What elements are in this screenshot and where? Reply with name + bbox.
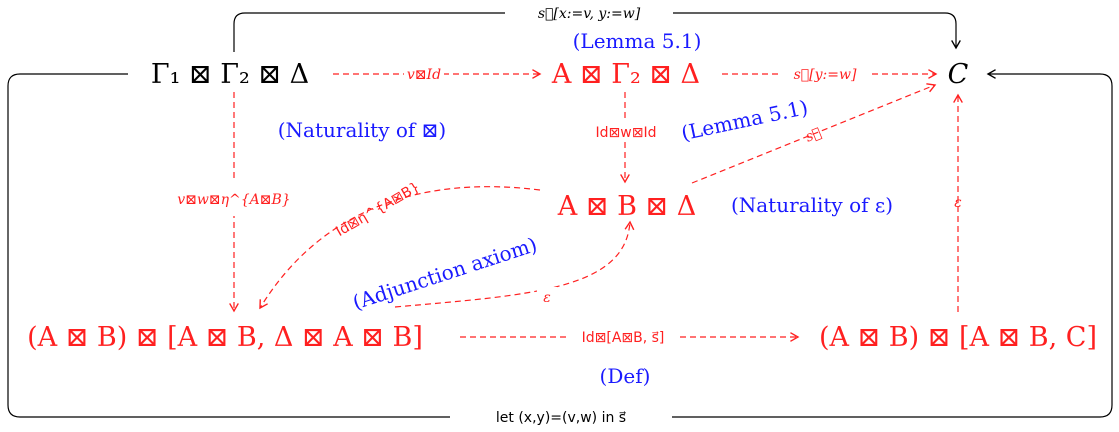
- bottom-loop-arrow: [7, 69, 1113, 418]
- node-mid: A ⊠ B ⊠ Δ: [557, 191, 696, 222]
- arrow-s-diag: [691, 83, 937, 184]
- label-s-yw: s⃗[y:=w]: [794, 67, 857, 83]
- node-bottom-right: (A ⊠ B) ⊠ [A ⊠ B, C]: [819, 322, 1097, 353]
- annotation-naturality-box: (Naturality of ⊠): [278, 118, 446, 142]
- node-top-left: Γ₁ ⊠ Γ₂ ⊠ Δ: [151, 59, 309, 90]
- node-C: C: [948, 59, 969, 90]
- annotation-lemma-diag: (Lemma 5.1): [679, 95, 810, 145]
- bottom-loop-label: let (x,y)=(v,w) in s⃗: [496, 410, 626, 426]
- label-id-w-id: Id⊠w⊠Id: [596, 125, 657, 141]
- arrow-id-eta: [259, 186, 541, 310]
- label-id-eta: Id⊠η^{A⊠B}: [333, 179, 422, 240]
- top-loop-label: s⃗[x:=v, y:=w]: [538, 6, 641, 22]
- annotation-naturality-eps: (Naturality of ε): [731, 193, 893, 217]
- node-top-mid: A ⊠ Γ₂ ⊠ Δ: [551, 59, 700, 90]
- annotation-def: (Def): [600, 364, 651, 388]
- label-v-id: v⊠Id: [407, 67, 441, 83]
- label-eps-up: ε: [954, 195, 962, 211]
- label-s-diag: s⃗: [803, 125, 823, 146]
- label-eps-curve: ε: [543, 290, 551, 306]
- node-bottom-left: (A ⊠ B) ⊠ [A ⊠ B, Δ ⊠ A ⊠ B]: [27, 322, 423, 353]
- arrow-eps-curve: [394, 220, 635, 308]
- label-bottom: Id⊠[A⊠B, s⃗]: [582, 330, 665, 346]
- label-vw-eta: v⊠w⊠η^{A⊠B}: [177, 192, 290, 208]
- annotation-lemma-top: (Lemma 5.1): [573, 29, 702, 53]
